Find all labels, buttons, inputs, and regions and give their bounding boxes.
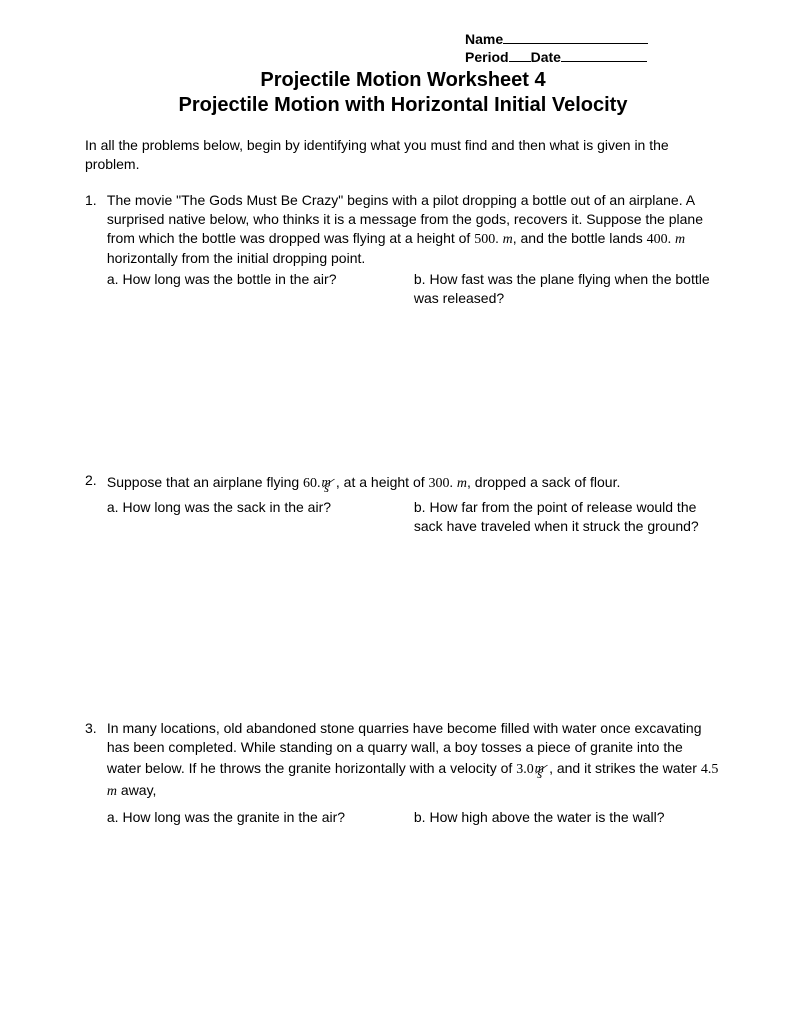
p1-sub-b: b. How fast was the plane flying when th… (414, 270, 721, 308)
p2-val1: 60. (303, 476, 321, 491)
p2-sub-b-text: How far from the point of release would … (414, 499, 699, 534)
p3-sub-b-text: How high above the water is the wall? (429, 809, 664, 825)
p1-text-after: horizontally from the initial dropping p… (107, 250, 365, 266)
p2-sub-a-text: How long was the sack in the air? (122, 499, 331, 515)
p1-sub-a-label: a. (107, 271, 119, 287)
p1-val2: 400. (647, 232, 672, 247)
p3-sub-b: b. How high above the water is the wall? (414, 808, 721, 827)
p3-sub-a-label: a. (107, 809, 119, 825)
p2-subparts: a. How long was the sack in the air? b. … (107, 498, 721, 536)
problem-3-body: In many locations, old abandoned stone q… (107, 719, 721, 827)
intro-text: In all the problems below, begin by iden… (85, 136, 721, 172)
p2-sub-b: b. How far from the point of release wou… (414, 498, 721, 536)
problem-2: 2. Suppose that an airplane flying 60.m∕… (85, 471, 721, 536)
p3-subparts: a. How long was the granite in the air? … (107, 808, 721, 827)
problem-1-number: 1. (85, 191, 103, 210)
p2-fraction: m∕s (322, 471, 331, 496)
period-date-line: Period Date (465, 48, 721, 66)
p1-sub-b-label: b. (414, 271, 426, 287)
p3-sub-a: a. How long was the granite in the air? (107, 808, 414, 827)
p3-sub-a-text: How long was the granite in the air? (122, 809, 345, 825)
period-label: Period (465, 48, 509, 66)
p3-unit2: m (107, 784, 117, 799)
p1-unit2: m (675, 232, 685, 247)
p2-frac-den: s (324, 480, 329, 495)
problem-3-number: 3. (85, 719, 103, 738)
date-label: Date (531, 48, 561, 66)
problem-1: 1. The movie "The Gods Must Be Crazy" be… (85, 191, 721, 308)
worksheet-title: Projectile Motion Worksheet 4 Projectile… (85, 68, 721, 118)
p1-subparts: a. How long was the bottle in the air? b… (107, 270, 721, 308)
p1-sub-a: a. How long was the bottle in the air? (107, 270, 414, 308)
p2-unit2: m (457, 476, 467, 491)
date-blank[interactable] (561, 61, 647, 62)
title-line1: Projectile Motion Worksheet 4 (85, 68, 721, 93)
workspace-1 (85, 308, 721, 453)
p2-sub-a-label: a. (107, 499, 119, 515)
p3-fraction: m∕s (535, 757, 544, 782)
name-blank[interactable] (503, 43, 648, 44)
p2-val2: 300. (429, 476, 454, 491)
p3-text-mid: , and it strikes the water (545, 760, 701, 776)
p2-text-after: , dropped a sack of flour. (467, 474, 620, 490)
problem-2-number: 2. (85, 471, 103, 490)
header-block: Name Period Date (465, 30, 721, 66)
p3-val2: 4.5 (701, 762, 719, 777)
p2-text-mid: , at a height of (332, 474, 429, 490)
name-line: Name (465, 30, 721, 48)
p1-sub-b-text: How fast was the plane flying when the b… (414, 271, 710, 306)
name-label: Name (465, 30, 503, 48)
p3-sub-b-label: b. (414, 809, 426, 825)
p2-sub-b-label: b. (414, 499, 426, 515)
problem-1-body: The movie "The Gods Must Be Crazy" begin… (107, 191, 721, 308)
p2-text-before: Suppose that an airplane flying (107, 474, 303, 490)
p1-text-mid: , and the bottle lands (513, 230, 647, 246)
workspace-2 (85, 536, 721, 701)
p3-frac-den: s (537, 766, 542, 781)
problem-2-body: Suppose that an airplane flying 60.m∕s ,… (107, 471, 721, 536)
period-blank[interactable] (509, 61, 531, 62)
p3-val1: 3.0 (516, 762, 534, 777)
title-line2: Projectile Motion with Horizontal Initia… (85, 93, 721, 118)
p1-unit1: m (503, 232, 513, 247)
p2-sub-a: a. How long was the sack in the air? (107, 498, 414, 536)
p1-sub-a-text: How long was the bottle in the air? (122, 271, 336, 287)
problem-3: 3. In many locations, old abandoned ston… (85, 719, 721, 827)
p3-text-after: away, (117, 782, 156, 798)
p1-val1: 500. (474, 232, 499, 247)
